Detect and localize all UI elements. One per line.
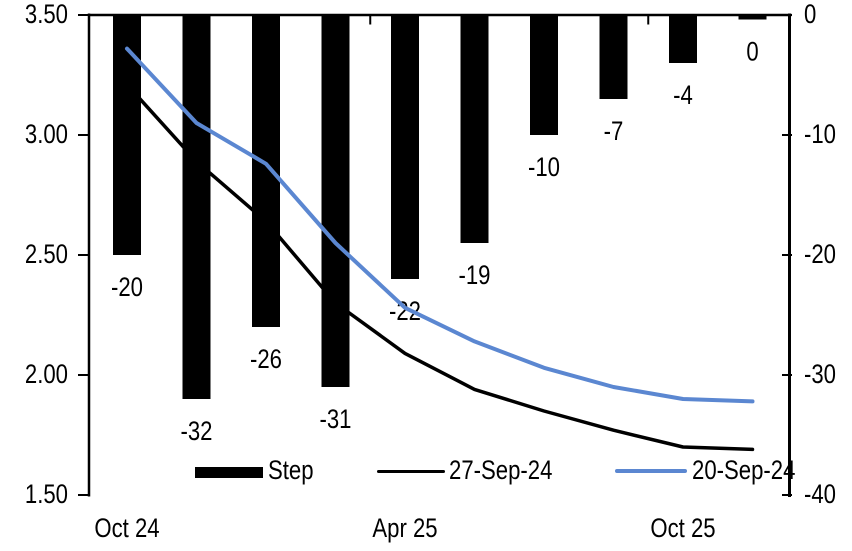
- bar-step-5: [460, 15, 489, 243]
- bar-value-label-3: -31: [320, 404, 352, 434]
- left-axis-tick-label: 3.00: [24, 119, 68, 149]
- x-axis-label: Apr 25: [372, 513, 438, 543]
- left-axis-tick-label: 2.50: [24, 239, 68, 269]
- legend-label-20-sep-24: 20-Sep-24: [692, 455, 796, 485]
- legend-line-swatch-27-sep-24: [377, 470, 445, 473]
- legend-label-step: Step: [268, 455, 314, 485]
- right-axis-tick-label: -40: [804, 479, 837, 509]
- legend-bar-swatch-step: [195, 467, 263, 478]
- bar-value-label-8: -4: [673, 80, 693, 110]
- bar-value-label-1: -32: [181, 416, 213, 446]
- bar-value-label-6: -10: [528, 152, 560, 182]
- right-axis-tick-label: 0: [804, 0, 817, 29]
- bar-value-label-2: -26: [250, 344, 282, 374]
- left-axis-tick-label: 2.00: [24, 359, 68, 389]
- bar-step-7: [599, 15, 628, 99]
- bar-value-label-7: -7: [604, 116, 624, 146]
- left-axis-tick-label: 1.50: [24, 479, 68, 509]
- right-axis-tick-label: -20: [804, 239, 837, 269]
- bar-value-label-9: 0: [746, 37, 758, 67]
- bar-step-1: [182, 15, 211, 399]
- x-axis-label: Oct 25: [650, 513, 716, 543]
- legend-line-swatch-20-sep-24: [615, 469, 687, 473]
- bar-step-8: [669, 15, 697, 63]
- right-axis-tick-label: -30: [804, 359, 837, 389]
- x-axis-label: Oct 24: [94, 513, 160, 543]
- bar-step-4: [391, 15, 419, 279]
- line-series-20-sep-24: [125, 46, 755, 404]
- bar-step-6: [530, 15, 558, 135]
- bar-step-9: [738, 15, 767, 20]
- line-series-27-sep-24: [125, 82, 755, 452]
- legend-label-27-sep-24: 27-Sep-24: [449, 455, 553, 485]
- bar-step-3: [321, 15, 350, 387]
- bar-value-label-5: -19: [459, 260, 491, 290]
- bar-step-0: [113, 15, 141, 255]
- right-axis-tick-label: -10: [804, 119, 837, 149]
- bar-value-label-0: -20: [111, 272, 143, 302]
- left-axis-tick-label: 3.50: [24, 0, 68, 29]
- bar-step-2: [252, 15, 280, 327]
